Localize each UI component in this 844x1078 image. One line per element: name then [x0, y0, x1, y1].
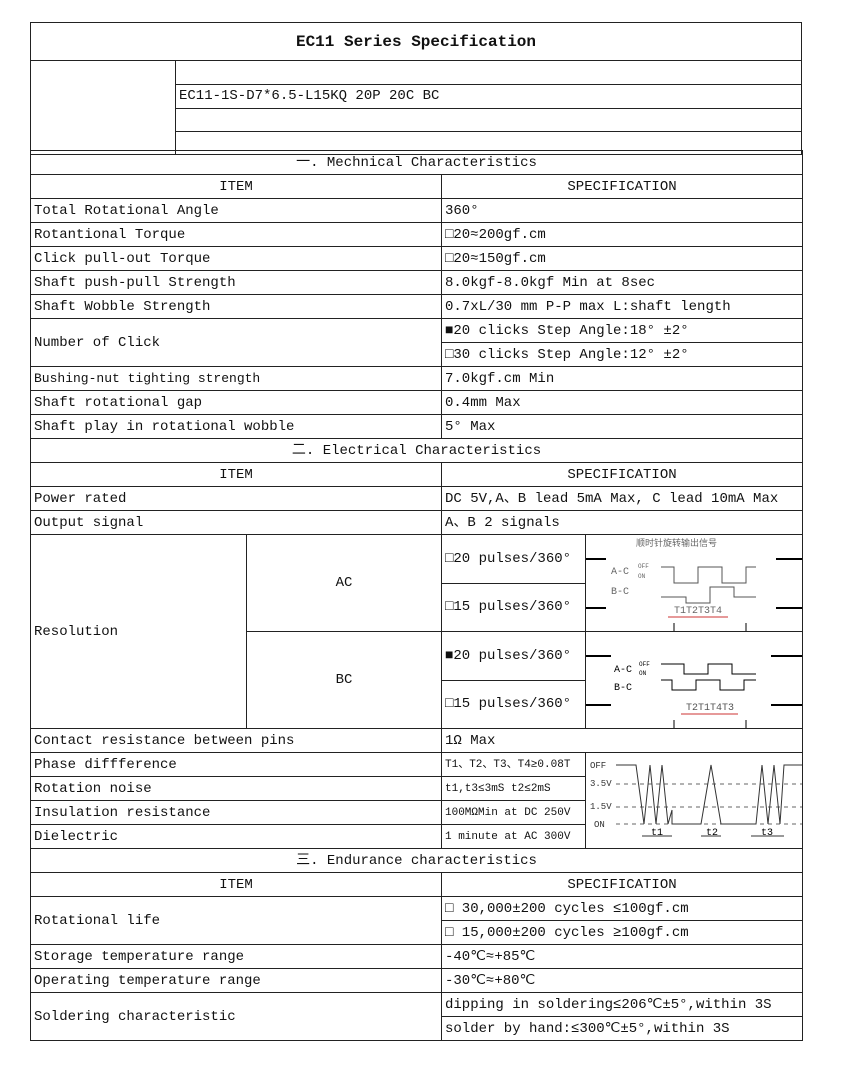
item: Contact resistance between pins: [30, 728, 442, 753]
spec: DC 5V,A、B lead 5mA Max, C lead 10mA Max: [440, 486, 804, 511]
spec: □20≈200gf.cm: [440, 222, 804, 247]
noise-diagram: OFF 3.5V 1.5V ON t1 t2 t3: [584, 752, 804, 849]
spec: t1,t3≤3mS t2≤2mS: [441, 776, 586, 801]
item: Shaft play in rotational wobble: [30, 414, 442, 439]
svg-text:A-C: A-C: [611, 567, 629, 578]
spec: -40℃≈+85℃: [440, 944, 804, 969]
spec: 1Ω Max: [440, 728, 804, 753]
svg-text:OFF: OFF: [639, 661, 650, 668]
svg-text:OFF: OFF: [638, 563, 649, 570]
spec: □15 pulses/360°: [441, 679, 586, 729]
item-header: ITEM: [30, 462, 442, 487]
spec: 7.0kgf.cm Min: [440, 366, 804, 391]
model-number: EC11-1S-D7*6.5-L15KQ 20P 20C BC: [175, 83, 802, 109]
spec: ■20 pulses/360°: [441, 631, 586, 681]
spec: 0.4mm Max: [440, 390, 804, 415]
item: Dielectric: [30, 824, 442, 849]
item: Number of Click: [30, 318, 442, 367]
spec: □15 pulses/360°: [441, 582, 586, 632]
spec: 1 minute at AC 300V: [441, 824, 586, 849]
spec-table: 一. Mechnical Characteristics ITEM SPECIFI…: [29, 150, 804, 1041]
item: Shaft rotational gap: [30, 390, 442, 415]
bc-timing-diagram: A-C B-C OFF ON T2T1T4T3: [584, 631, 804, 729]
bc-label: BC: [246, 631, 442, 729]
item: Shaft push-pull Strength: [30, 270, 442, 295]
svg-text:B-C: B-C: [614, 683, 632, 694]
svg-text:t2: t2: [706, 828, 718, 839]
item: Rotation noise: [30, 776, 442, 801]
spec: □30 clicks Step Angle:12° ±2°: [440, 342, 804, 367]
spec: solder by hand:≤300℃±5°,within 3S: [440, 1016, 804, 1041]
svg-text:T2T1T4T3: T2T1T4T3: [686, 703, 734, 714]
svg-text:t1: t1: [651, 828, 663, 839]
spec: 360°: [440, 198, 804, 223]
spec: 100MΩMin at DC 250V: [441, 800, 586, 825]
header-table: EC11 Series Specification EC11-1S-D7*6.5…: [30, 22, 802, 155]
svg-text:顺时针旋转输出信号: 顺时针旋转输出信号: [636, 537, 717, 549]
spec: -30℃≈+80℃: [440, 968, 804, 993]
svg-text:ON: ON: [594, 820, 605, 830]
section-mechanical: 一. Mechnical Characteristics: [29, 150, 804, 175]
svg-text:t3: t3: [761, 828, 773, 839]
svg-text:T1T2T3T4: T1T2T3T4: [674, 606, 722, 617]
spec: □20≈150gf.cm: [440, 246, 804, 271]
spec-header: SPECIFICATION: [440, 174, 804, 199]
ac-label: AC: [246, 534, 442, 632]
item: Power rated: [30, 486, 442, 511]
section-endurance: 三. Endurance characteristics: [29, 848, 804, 873]
svg-text:OFF: OFF: [590, 761, 606, 771]
spec: ■20 clicks Step Angle:18° ±2°: [440, 318, 804, 343]
item: Soldering characteristic: [30, 992, 442, 1041]
item: Phase diffference: [30, 752, 442, 777]
item: Rotational life: [30, 896, 442, 945]
document-title: EC11 Series Specification: [30, 22, 802, 61]
spec: □20 pulses/360°: [441, 534, 586, 584]
item: Rotantional Torque: [30, 222, 442, 247]
svg-text:B-C: B-C: [611, 587, 629, 598]
spec: A、B 2 signals: [440, 510, 804, 535]
spec-header: SPECIFICATION: [440, 462, 804, 487]
item: Insulation resistance: [30, 800, 442, 825]
svg-text:3.5V: 3.5V: [590, 779, 612, 789]
spec: 0.7xL/30 mm P-P max L:shaft length: [440, 294, 804, 319]
svg-text:1.5V: 1.5V: [590, 802, 612, 812]
item: Resolution: [30, 534, 247, 729]
spec: □ 30,000±200 cycles ≤100gf.cm: [440, 896, 804, 921]
item: Output signal: [30, 510, 442, 535]
item-header: ITEM: [30, 872, 442, 897]
spec: T1、T2、T3、T4≥0.08T: [441, 752, 586, 777]
item: Shaft Wobble Strength: [30, 294, 442, 319]
svg-text:ON: ON: [639, 670, 647, 677]
spec: dipping in soldering≤206℃±5°,within 3S: [440, 992, 804, 1017]
spec: □ 15,000±200 cycles ≥100gf.cm: [440, 920, 804, 945]
item: Operating temperature range: [30, 968, 442, 993]
item: Storage temperature range: [30, 944, 442, 969]
spec: 5° Max: [440, 414, 804, 439]
item: Total Rotational Angle: [30, 198, 442, 223]
spec-header: SPECIFICATION: [440, 872, 804, 897]
section-electrical: 二. Electrical Characteristics: [29, 438, 804, 463]
svg-text:ON: ON: [638, 573, 646, 580]
item: Bushing-nut tighting strength: [30, 366, 442, 391]
item: Click pull-out Torque: [30, 246, 442, 271]
svg-text:A-C: A-C: [614, 665, 632, 676]
spec: 8.0kgf-8.0kgf Min at 8sec: [440, 270, 804, 295]
item-header: ITEM: [30, 174, 442, 199]
ac-timing-diagram: 顺时针旋转输出信号 A-C B-C OFF ON T1T2T3T4: [584, 534, 804, 632]
